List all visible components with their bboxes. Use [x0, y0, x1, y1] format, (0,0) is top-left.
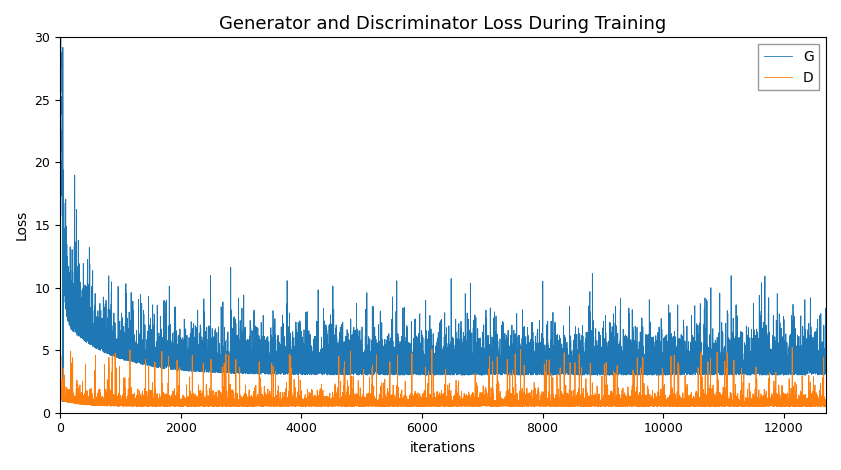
D: [72, 383, 82, 388]
G: [821, 346, 831, 352]
D: [564, 397, 574, 402]
G: [56, 398, 66, 403]
Line: G: G: [61, 37, 826, 402]
G: [564, 364, 574, 369]
D: [681, 404, 691, 409]
G: [57, 399, 67, 405]
G: [72, 306, 82, 311]
G: [249, 341, 259, 346]
Legend: G, D: G, D: [759, 44, 819, 90]
D: [93, 402, 103, 408]
G: [56, 34, 66, 40]
Title: Generator and Discriminator Loss During Training: Generator and Discriminator Loss During …: [220, 15, 667, 33]
D: [787, 345, 797, 350]
Line: D: D: [61, 347, 826, 407]
D: [807, 397, 817, 403]
X-axis label: iterations: iterations: [410, 441, 476, 455]
G: [93, 340, 103, 346]
D: [56, 395, 66, 401]
Y-axis label: Loss: Loss: [15, 210, 29, 240]
D: [821, 398, 831, 403]
D: [249, 397, 259, 403]
G: [807, 347, 817, 353]
G: [388, 313, 398, 319]
D: [388, 396, 398, 401]
